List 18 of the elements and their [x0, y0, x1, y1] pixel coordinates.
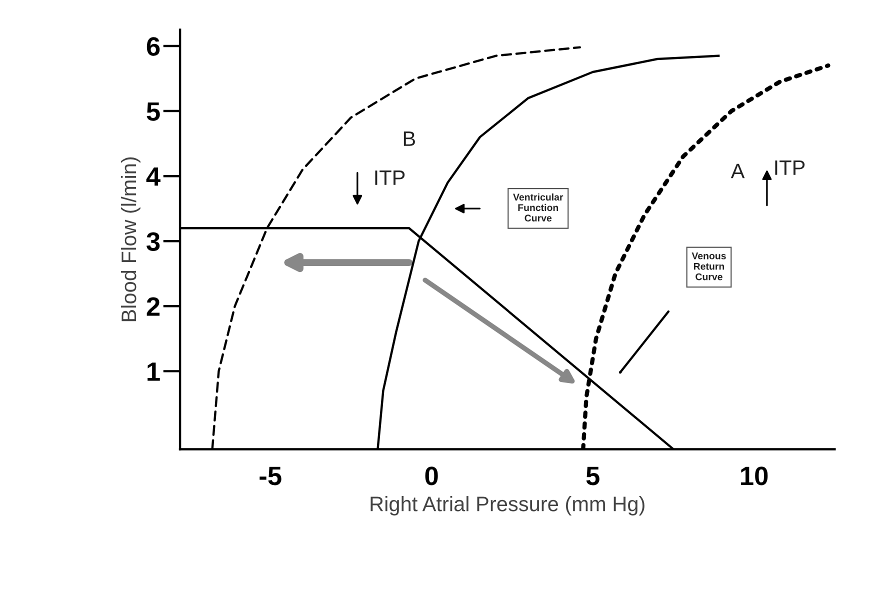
x-tick-label: -5	[260, 466, 282, 486]
y-tick-label: 6	[146, 37, 160, 56]
y-axis-title: Blood Flow (l/min)	[120, 157, 140, 322]
y-tick-label: 5	[146, 102, 160, 121]
y-tick-label: 1	[148, 362, 160, 381]
x-axis-title: Right Atrial Pressure (mm Hg)	[370, 496, 644, 516]
x-tick-label: 5	[586, 466, 600, 486]
annotation: Ventricular Function Curve	[513, 193, 564, 222]
annotation: A	[730, 164, 745, 178]
annotation: Venous Return Curve	[692, 252, 726, 280]
x-tick-label: 0	[425, 466, 438, 486]
annotation: B	[404, 132, 416, 146]
y-tick-label: 4	[146, 167, 160, 186]
y-tick-label: 2	[146, 297, 160, 316]
annotation: ITP	[775, 160, 805, 175]
y-tick-label: 3	[146, 232, 160, 251]
x-tick-label: 10	[741, 466, 768, 486]
annotation: ITP	[375, 170, 405, 185]
